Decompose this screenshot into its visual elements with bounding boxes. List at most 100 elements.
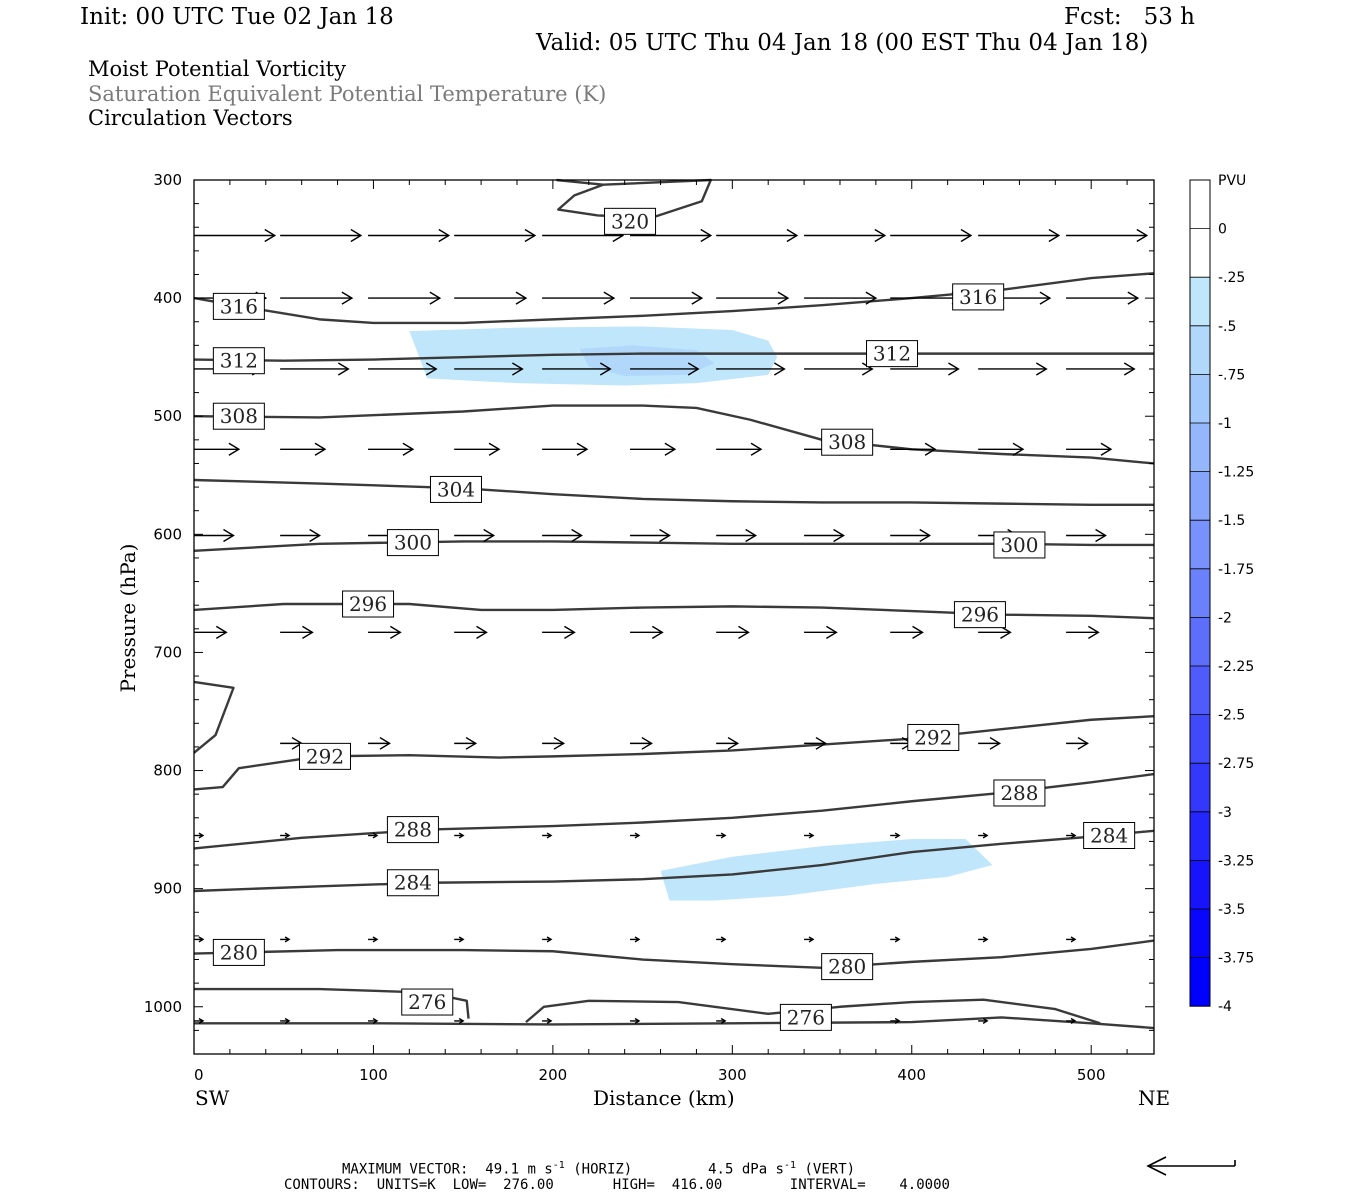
circulation-vectors xyxy=(194,228,1149,1024)
y-axis-label: Pressure (hPa) xyxy=(116,544,140,693)
colorbar-label: -3.75 xyxy=(1218,951,1254,967)
colorbar-swatch xyxy=(1190,957,1210,1007)
contour-label: 292 xyxy=(914,725,952,749)
contour-label: 284 xyxy=(394,871,432,895)
circulation-vector xyxy=(368,832,379,839)
circulation-vector xyxy=(978,736,1002,750)
contour-label-box xyxy=(821,428,874,456)
colorbar-label: -3 xyxy=(1218,805,1232,821)
circulation-vector xyxy=(368,362,438,376)
x-tick-label: 400 xyxy=(897,1066,926,1084)
circulation-vector xyxy=(978,228,1061,243)
colorbar-label: -2.75 xyxy=(1218,756,1254,772)
circulation-vector xyxy=(542,832,553,839)
init-time: Init: 00 UTC Tue 02 Jan 18 xyxy=(80,4,394,30)
contour-label: 300 xyxy=(1000,533,1038,557)
contour-label-box xyxy=(212,292,265,320)
circulation-vector xyxy=(542,936,553,943)
colorbar-swatch xyxy=(1190,180,1210,229)
contour-interval-value: 4.0000 xyxy=(899,1177,950,1193)
max-horiz-exponent: -1 xyxy=(552,1160,565,1171)
circulation-vector xyxy=(194,625,228,639)
field-title-thetae: Saturation Equivalent Potential Temperat… xyxy=(88,82,607,106)
pv-shade--.5 xyxy=(660,839,993,901)
contour-line xyxy=(193,404,1155,465)
circulation-vector xyxy=(804,832,815,839)
y-tick-label: 1000 xyxy=(144,998,182,1016)
contours-line: CONTOURS: UNITS=K LOW= 276.00 HIGH= 416.… xyxy=(284,1177,950,1193)
circulation-vector xyxy=(454,291,528,305)
plot-frame xyxy=(193,179,1155,1055)
contour-label: 304 xyxy=(437,477,475,501)
circulation-vector xyxy=(716,528,758,543)
colorbar-unit: PVU xyxy=(1218,173,1246,189)
colorbar-swatch xyxy=(1190,811,1210,861)
circulation-vector xyxy=(978,832,989,839)
circulation-vector xyxy=(1066,736,1089,750)
circulation-vector xyxy=(890,528,932,543)
contour-label-box xyxy=(401,988,454,1016)
max-vert-exponent: -1 xyxy=(784,1160,797,1171)
circulation-vector xyxy=(804,736,827,750)
circulation-vector xyxy=(280,228,363,243)
contour-label-box xyxy=(212,402,265,430)
circulation-vector xyxy=(542,625,576,639)
circulation-vector xyxy=(280,1017,291,1024)
colorbar-label: -2.5 xyxy=(1218,708,1245,724)
colorbar-swatch xyxy=(1190,471,1210,521)
contour-label: 296 xyxy=(349,592,387,616)
colorbar-swatch xyxy=(1190,860,1210,909)
contour-label-box xyxy=(386,869,439,897)
colorbar-label: -.5 xyxy=(1218,319,1236,335)
contour-high-value: 416.00 xyxy=(671,1177,723,1193)
circulation-vector xyxy=(716,1017,727,1024)
colorbar-label: -.75 xyxy=(1218,367,1245,383)
contour-label-box xyxy=(953,601,1006,629)
circulation-vector xyxy=(890,625,924,639)
max-horiz-value: 49.1 xyxy=(485,1161,520,1178)
circulation-vector xyxy=(716,832,727,839)
contour-label-box xyxy=(298,742,351,770)
x-tick-label: 200 xyxy=(539,1066,568,1084)
max-horiz-unit: m s xyxy=(527,1161,553,1178)
circulation-vector xyxy=(630,625,664,639)
contour-label: 276 xyxy=(408,990,446,1014)
circulation-vector xyxy=(368,625,402,639)
colorbar-swatch xyxy=(1190,277,1210,326)
contour-label: 300 xyxy=(394,531,432,555)
contour-line xyxy=(194,1016,1155,1030)
colorbar-swatch xyxy=(1190,763,1210,812)
colorbar-swatch xyxy=(1190,520,1210,569)
circulation-vector xyxy=(542,528,583,543)
x-tick-label: 500 xyxy=(1077,1066,1106,1084)
circulation-vector xyxy=(1066,936,1077,943)
circulation-vector xyxy=(804,362,874,376)
max-vert-value: 4.5 xyxy=(708,1161,734,1178)
contour-high-label: HIGH= xyxy=(612,1177,655,1193)
x-axis-label: Distance (km) xyxy=(593,1086,735,1110)
contour-label: 308 xyxy=(828,430,866,454)
y-tick-label: 600 xyxy=(153,525,182,543)
circulation-vector xyxy=(454,442,501,456)
contour-label: 288 xyxy=(1000,781,1038,805)
colorbar-swatch xyxy=(1190,714,1210,764)
circulation-vector xyxy=(630,528,671,543)
colorbar-label: -1.5 xyxy=(1218,513,1245,529)
circulation-vector xyxy=(542,1017,553,1024)
max-horiz-note: (HORIZ) xyxy=(573,1161,633,1178)
contours-label: CONTOURS: xyxy=(284,1177,360,1193)
contour-label-box xyxy=(212,938,265,966)
contour-label: 312 xyxy=(220,349,258,373)
y-tick-label: 700 xyxy=(153,643,182,661)
contour-label-box xyxy=(604,207,657,235)
contour-label-box xyxy=(907,723,960,751)
circulation-vector xyxy=(890,362,960,376)
circulation-vector xyxy=(542,291,616,305)
circulation-vector xyxy=(1066,528,1107,543)
circulation-vector xyxy=(1066,832,1077,839)
contour-label-box xyxy=(212,347,265,375)
circulation-vector xyxy=(454,832,465,839)
y-tick-label: 300 xyxy=(153,171,182,189)
contour-label: 316 xyxy=(220,294,258,318)
circulation-vector xyxy=(194,832,205,839)
